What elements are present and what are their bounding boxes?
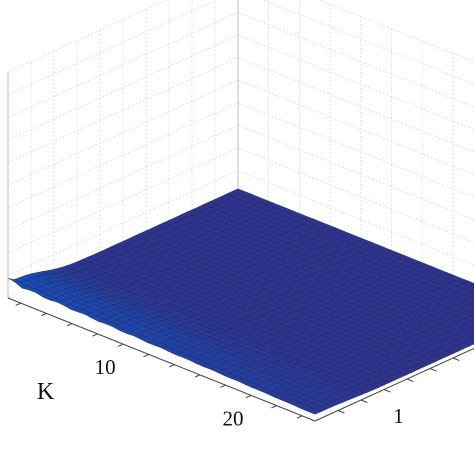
- j-axis-tick: [383, 389, 391, 393]
- k-axis-tick: [194, 374, 201, 378]
- k-axis-tick: [271, 405, 277, 409]
- axis-labels: 10 20 1 2 K: [37, 355, 404, 430]
- k-axis-tick: [41, 312, 47, 317]
- k-axis-tick: [168, 364, 175, 368]
- back-wall-gridline: [237, 57, 474, 153]
- j-tick-label-1: 1: [393, 404, 404, 428]
- surface-mesh: [7, 188, 474, 415]
- k-tick-label-10: 10: [95, 355, 116, 379]
- floor-axes: [7, 297, 474, 422]
- j-axis-tick: [452, 357, 460, 362]
- surface-patch: [470, 290, 474, 294]
- surface-patch: [469, 284, 474, 289]
- k-axis-tick: [220, 384, 226, 388]
- surface-patch: [470, 319, 474, 323]
- k-axis-tick: [245, 394, 252, 399]
- surface-patch: [307, 408, 322, 415]
- j-axis-tick: [360, 399, 368, 404]
- back-wall-gridline: [318, 0, 474, 63]
- k-axis-tick: [66, 323, 73, 327]
- k-tick-label-20: 20: [223, 406, 244, 430]
- back-wall-gridline: [237, 12, 474, 108]
- k-axis-tick: [92, 333, 98, 337]
- j-axis-tick: [406, 378, 414, 383]
- k-axis-label: K: [37, 379, 55, 405]
- surface-patch: [471, 296, 474, 299]
- back-wall-grid: [7, 0, 474, 299]
- back-wall-gridline: [237, 79, 474, 176]
- back-wall-gridline: [237, 102, 474, 198]
- j-axis-tick: [337, 410, 345, 414]
- k-axis-tick: [15, 302, 21, 306]
- back-wall-gridline: [237, 124, 474, 221]
- back-wall-gridline: [237, 34, 474, 130]
- back-wall-gridline: [262, 0, 474, 85]
- back-wall-gridline: [237, 170, 474, 266]
- back-wall-gridline: [237, 147, 474, 243]
- k-axis-tick: [117, 343, 124, 347]
- j-axis-tick: [429, 368, 437, 372]
- k-axis-tick: [143, 353, 149, 358]
- k-axis-tick: [296, 415, 303, 419]
- k-axis-line: [7, 297, 316, 422]
